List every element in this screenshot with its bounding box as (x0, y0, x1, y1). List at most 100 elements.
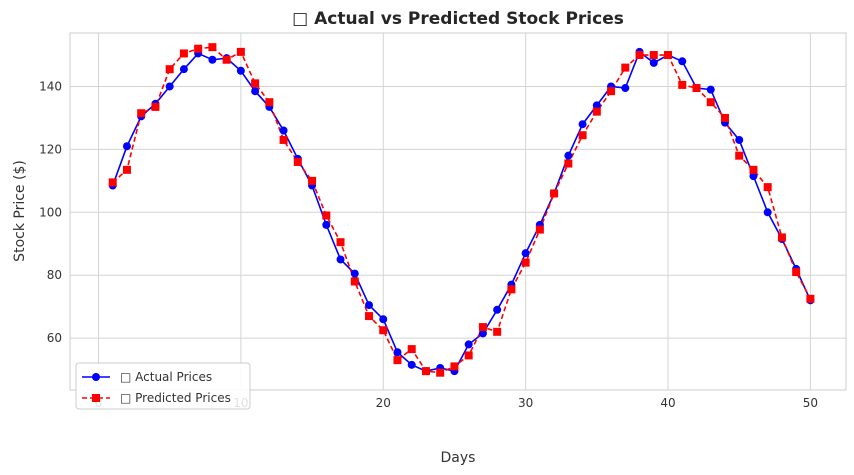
data-point-predicted (550, 189, 559, 198)
data-point-actual (621, 84, 630, 93)
data-point-predicted (493, 327, 502, 336)
data-point-actual (464, 340, 473, 349)
data-point-actual (251, 87, 260, 96)
data-point-predicted (350, 277, 359, 286)
data-point-actual (393, 348, 402, 357)
x-tick-label: 20 (376, 396, 391, 410)
data-point-predicted (592, 107, 601, 116)
data-point-actual (379, 315, 388, 324)
series-group (108, 43, 815, 377)
x-tick-label: 50 (803, 396, 818, 410)
data-point-predicted (792, 268, 801, 277)
data-point-predicted (664, 51, 673, 60)
data-point-predicted (749, 165, 758, 174)
data-point-predicted (265, 98, 274, 107)
data-point-predicted (706, 98, 715, 107)
data-point-actual (649, 58, 658, 67)
data-point-predicted (535, 225, 544, 234)
data-point-predicted (194, 44, 203, 53)
x-axis-label: Days (441, 450, 476, 466)
data-point-predicted (251, 79, 260, 88)
data-point-actual (279, 126, 288, 135)
data-point-actual (336, 255, 345, 264)
x-tick-label: 30 (518, 396, 533, 410)
data-point-actual (165, 82, 174, 91)
y-ticks: 60 80 100 120 140 (39, 79, 62, 345)
data-point-actual (735, 135, 744, 144)
data-point-predicted (151, 102, 160, 111)
data-point-actual (493, 305, 502, 314)
chart-title: □ Actual vs Predicted Stock Prices (292, 9, 624, 29)
data-point-predicted (322, 211, 331, 220)
data-point-actual (179, 65, 188, 74)
series-line-predicted (112, 46, 812, 374)
data-point-predicted (607, 87, 616, 96)
data-point-actual (578, 120, 587, 129)
data-point-predicted (336, 238, 345, 247)
data-point-predicted (137, 109, 146, 118)
grid (70, 33, 846, 390)
data-point-predicted (379, 326, 388, 335)
y-tick-label: 100 (39, 205, 62, 219)
data-point-predicted (208, 43, 217, 52)
data-point-actual (236, 66, 245, 75)
legend-marker-predicted (92, 394, 100, 402)
data-point-actual (592, 101, 601, 110)
data-point-predicted (179, 49, 188, 58)
data-point-actual (678, 57, 687, 66)
data-point-predicted (407, 345, 416, 354)
data-point-predicted (735, 151, 744, 160)
data-point-actual (322, 220, 331, 229)
data-point-predicted (279, 135, 288, 144)
data-point-predicted (122, 165, 131, 174)
legend-marker-actual (92, 373, 100, 381)
data-point-actual (564, 151, 573, 160)
data-point-predicted (165, 65, 174, 74)
data-point-predicted (635, 51, 644, 60)
data-point-actual (208, 55, 217, 64)
x-tick-label: 40 (660, 396, 675, 410)
data-point-predicted (450, 362, 459, 371)
data-point-predicted (649, 51, 658, 60)
data-point-predicted (692, 84, 701, 93)
data-point-predicted (436, 368, 445, 377)
legend: □ Actual Prices □ Predicted Prices (75, 362, 251, 410)
data-point-predicted (365, 312, 374, 321)
legend-label-actual: □ Actual Prices (120, 370, 212, 384)
data-point-predicted (564, 159, 573, 168)
data-point-predicted (777, 233, 786, 242)
data-point-predicted (507, 285, 516, 294)
y-tick-label: 120 (39, 142, 62, 156)
data-point-predicted (621, 63, 630, 72)
data-point-actual (763, 208, 772, 217)
data-point-predicted (464, 351, 473, 360)
y-axis-label: Stock Price ($) (12, 160, 28, 262)
data-point-predicted (236, 47, 245, 56)
data-point-predicted (521, 258, 530, 267)
data-point-predicted (578, 131, 587, 140)
y-tick-label: 80 (47, 268, 62, 282)
data-point-actual (365, 301, 374, 310)
data-point-predicted (806, 294, 815, 303)
data-point-actual (749, 172, 758, 181)
plot-area (69, 32, 847, 391)
data-point-predicted (763, 183, 772, 192)
data-point-predicted (678, 80, 687, 89)
y-tick-label: 140 (39, 79, 62, 93)
data-point-predicted (293, 157, 302, 166)
data-point-predicted (478, 323, 487, 332)
data-point-actual (521, 249, 530, 258)
data-point-actual (122, 142, 131, 151)
data-point-predicted (720, 113, 729, 122)
data-point-predicted (421, 367, 430, 376)
y-tick-label: 60 (47, 331, 62, 345)
legend-box (75, 362, 251, 410)
legend-label-predicted: □ Predicted Prices (120, 391, 231, 405)
data-point-predicted (308, 176, 317, 185)
data-point-actual (407, 360, 416, 369)
data-point-predicted (222, 55, 231, 64)
data-point-predicted (108, 178, 117, 187)
data-point-actual (350, 269, 359, 278)
data-point-actual (478, 329, 487, 338)
